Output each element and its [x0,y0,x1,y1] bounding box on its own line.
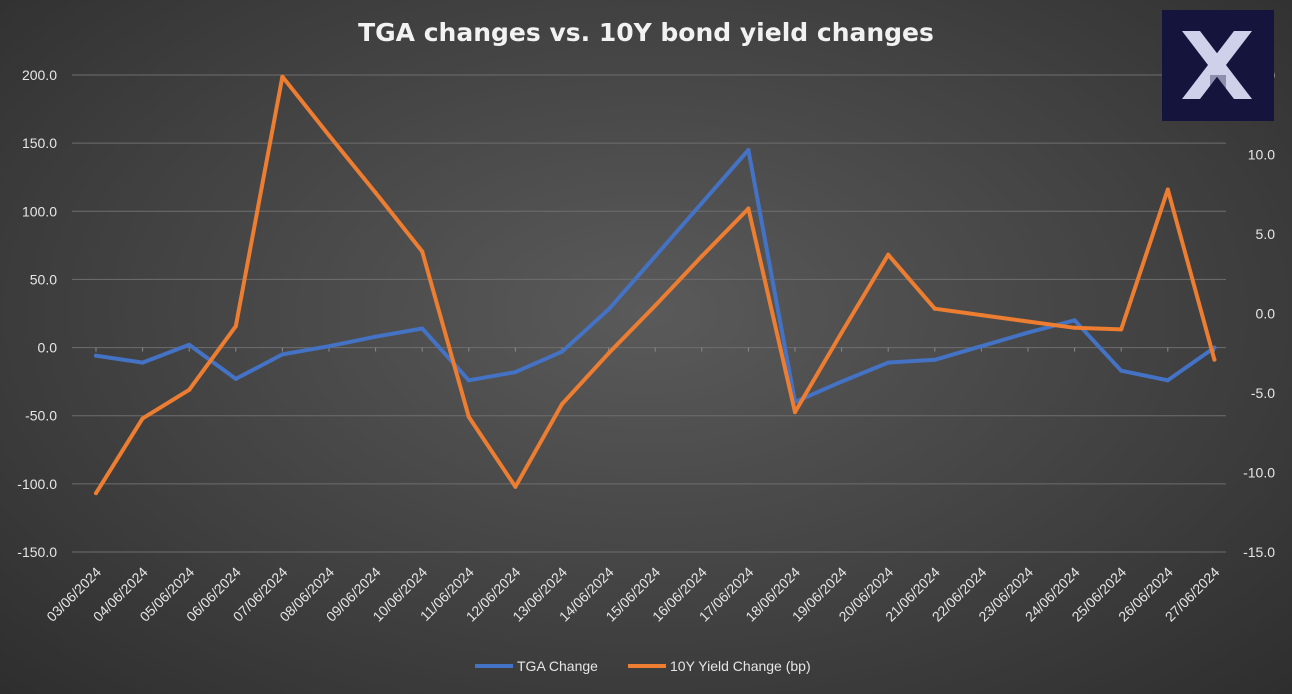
legend-label-yield: 10Y Yield Change (bp) [670,658,811,674]
data-point-tga [932,357,937,362]
data-point-tga [327,344,331,349]
right-tick-label: -10.0 [1243,465,1275,481]
left-tick-label: -50.0 [25,408,57,424]
data-point-yield [1212,357,1217,362]
data-point-tga [94,353,98,358]
left-tick-label: 150.0 [22,135,57,151]
data-point-tga [746,147,751,152]
data-point-tga [699,201,704,206]
data-point-tga [420,326,425,331]
right-tick-label: -5.0 [1251,385,1275,401]
right-tick-label: 10.0 [1248,147,1275,163]
data-point-yield [1026,319,1030,324]
data-point-tga [187,342,192,347]
series-lines [94,74,1217,496]
data-point-yield [606,351,611,356]
x-logo-icon [1162,10,1274,121]
data-point-tga [606,307,611,312]
data-point-tga [560,349,564,354]
data-point-yield [1165,187,1170,192]
data-point-yield [560,402,564,407]
data-point-tga [886,360,891,365]
data-point-yield [1119,327,1124,332]
left-axis-ticks: 200.0 150.0 100.0 50.0 0.0 -50.0 -100.0 -150.0 [17,67,57,560]
data-point-yield [233,324,238,329]
gridlines [72,74,1226,553]
data-point-tga [979,344,984,349]
left-tick-label: 200.0 [22,67,57,83]
data-point-yield [513,484,518,489]
left-tick-label: -150.0 [17,544,57,560]
data-point-yield [466,414,471,419]
right-axis-ticks: 15.010.05.00.0-5.0-10.0-15.0 [1243,67,1275,560]
legend-label-tga: TGA Change [517,658,598,674]
left-tick-label: 50.0 [30,271,57,287]
data-point-yield [420,249,425,254]
data-point-tga [1165,378,1170,383]
data-point-tga [373,334,378,339]
data-point-tga [1072,318,1077,323]
data-point-yield [932,306,937,311]
data-point-yield [94,491,98,496]
data-point-yield [280,74,285,79]
data-point-yield [327,133,331,138]
legend: TGA Change 10Y Yield Change (bp) [475,658,811,674]
data-point-yield [793,410,797,415]
data-point-yield [979,313,984,318]
left-tick-label: -100.0 [17,476,57,492]
x-axis-ticks: 03/06/202404/06/202405/06/202406/06/2024… [43,347,1223,625]
data-point-yield [1072,325,1077,330]
data-point-yield [746,206,751,211]
left-tick-label: 100.0 [22,203,57,219]
right-tick-label: -15.0 [1243,544,1275,560]
data-point-tga [280,352,285,357]
left-tick-label: 0.0 [38,340,58,356]
data-point-tga [1119,368,1124,373]
data-point-tga [1026,330,1030,335]
data-point-yield [699,254,704,259]
legend-item-yield: 10Y Yield Change (bp) [628,658,811,674]
data-point-tga [233,376,238,381]
right-tick-label: 5.0 [1256,226,1276,242]
data-point-yield [187,387,192,392]
data-point-yield [140,416,145,421]
data-point-tga [653,254,658,259]
legend-item-tga: TGA Change [475,658,598,674]
right-tick-label: 0.0 [1256,306,1276,322]
series-line-yield [94,74,1217,496]
data-point-yield [886,252,891,257]
series-line-tga [94,148,1217,405]
data-point-tga [140,360,145,365]
data-point-yield [373,190,378,195]
data-point-yield [653,303,658,308]
data-point-yield [839,330,844,335]
chart-title: TGA changes vs. 10Y bond yield changes [358,18,934,47]
data-point-tga [466,378,471,383]
data-point-tga [513,370,518,375]
data-point-tga [839,379,844,384]
